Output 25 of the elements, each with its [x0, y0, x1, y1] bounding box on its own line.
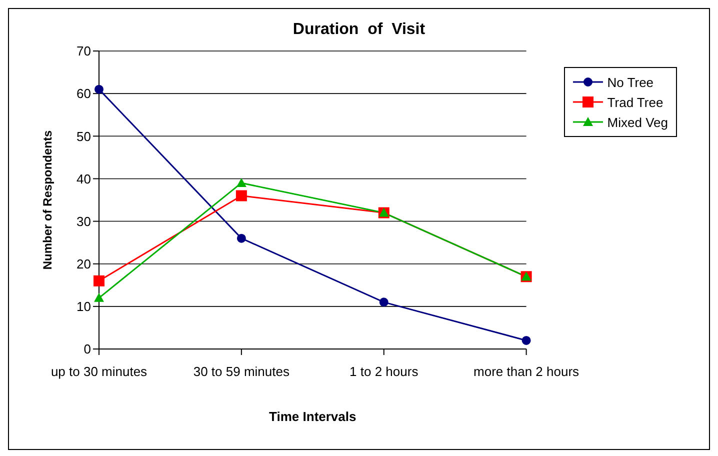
- y-tick-label: 20: [76, 256, 91, 272]
- y-tick-label: 50: [76, 128, 91, 144]
- y-tick-label: 40: [76, 171, 91, 186]
- x-tick-label: up to 30 minutes: [50, 364, 148, 380]
- legend-label: Trad Tree: [607, 94, 664, 110]
- point: [522, 336, 531, 345]
- point: [94, 292, 104, 302]
- chart-title: Duration of Visit: [292, 21, 426, 39]
- y-tick-label: 0: [84, 342, 91, 357]
- point: [94, 275, 104, 286]
- point: [236, 234, 246, 243]
- y-tick-label: 60: [76, 86, 91, 102]
- point: [379, 298, 388, 307]
- y-tick-label: 10: [76, 299, 91, 314]
- legend-label: Mixed Veg: [607, 114, 668, 130]
- point: [236, 190, 247, 202]
- point: [236, 178, 246, 187]
- y-tick-label: 30: [76, 214, 91, 229]
- x-tick-label: 30 to 59 minutes: [193, 364, 290, 380]
- legend-label: No Tree: [607, 74, 654, 90]
- y-axis-title: Number of Respondents: [40, 130, 54, 270]
- x-tick-label: more than 2 hours: [474, 364, 580, 380]
- x-tick-label: 1 to 2 hours: [350, 364, 419, 380]
- x-axis-title: Time Intervals: [269, 409, 356, 424]
- y-tick-label: 70: [76, 44, 91, 59]
